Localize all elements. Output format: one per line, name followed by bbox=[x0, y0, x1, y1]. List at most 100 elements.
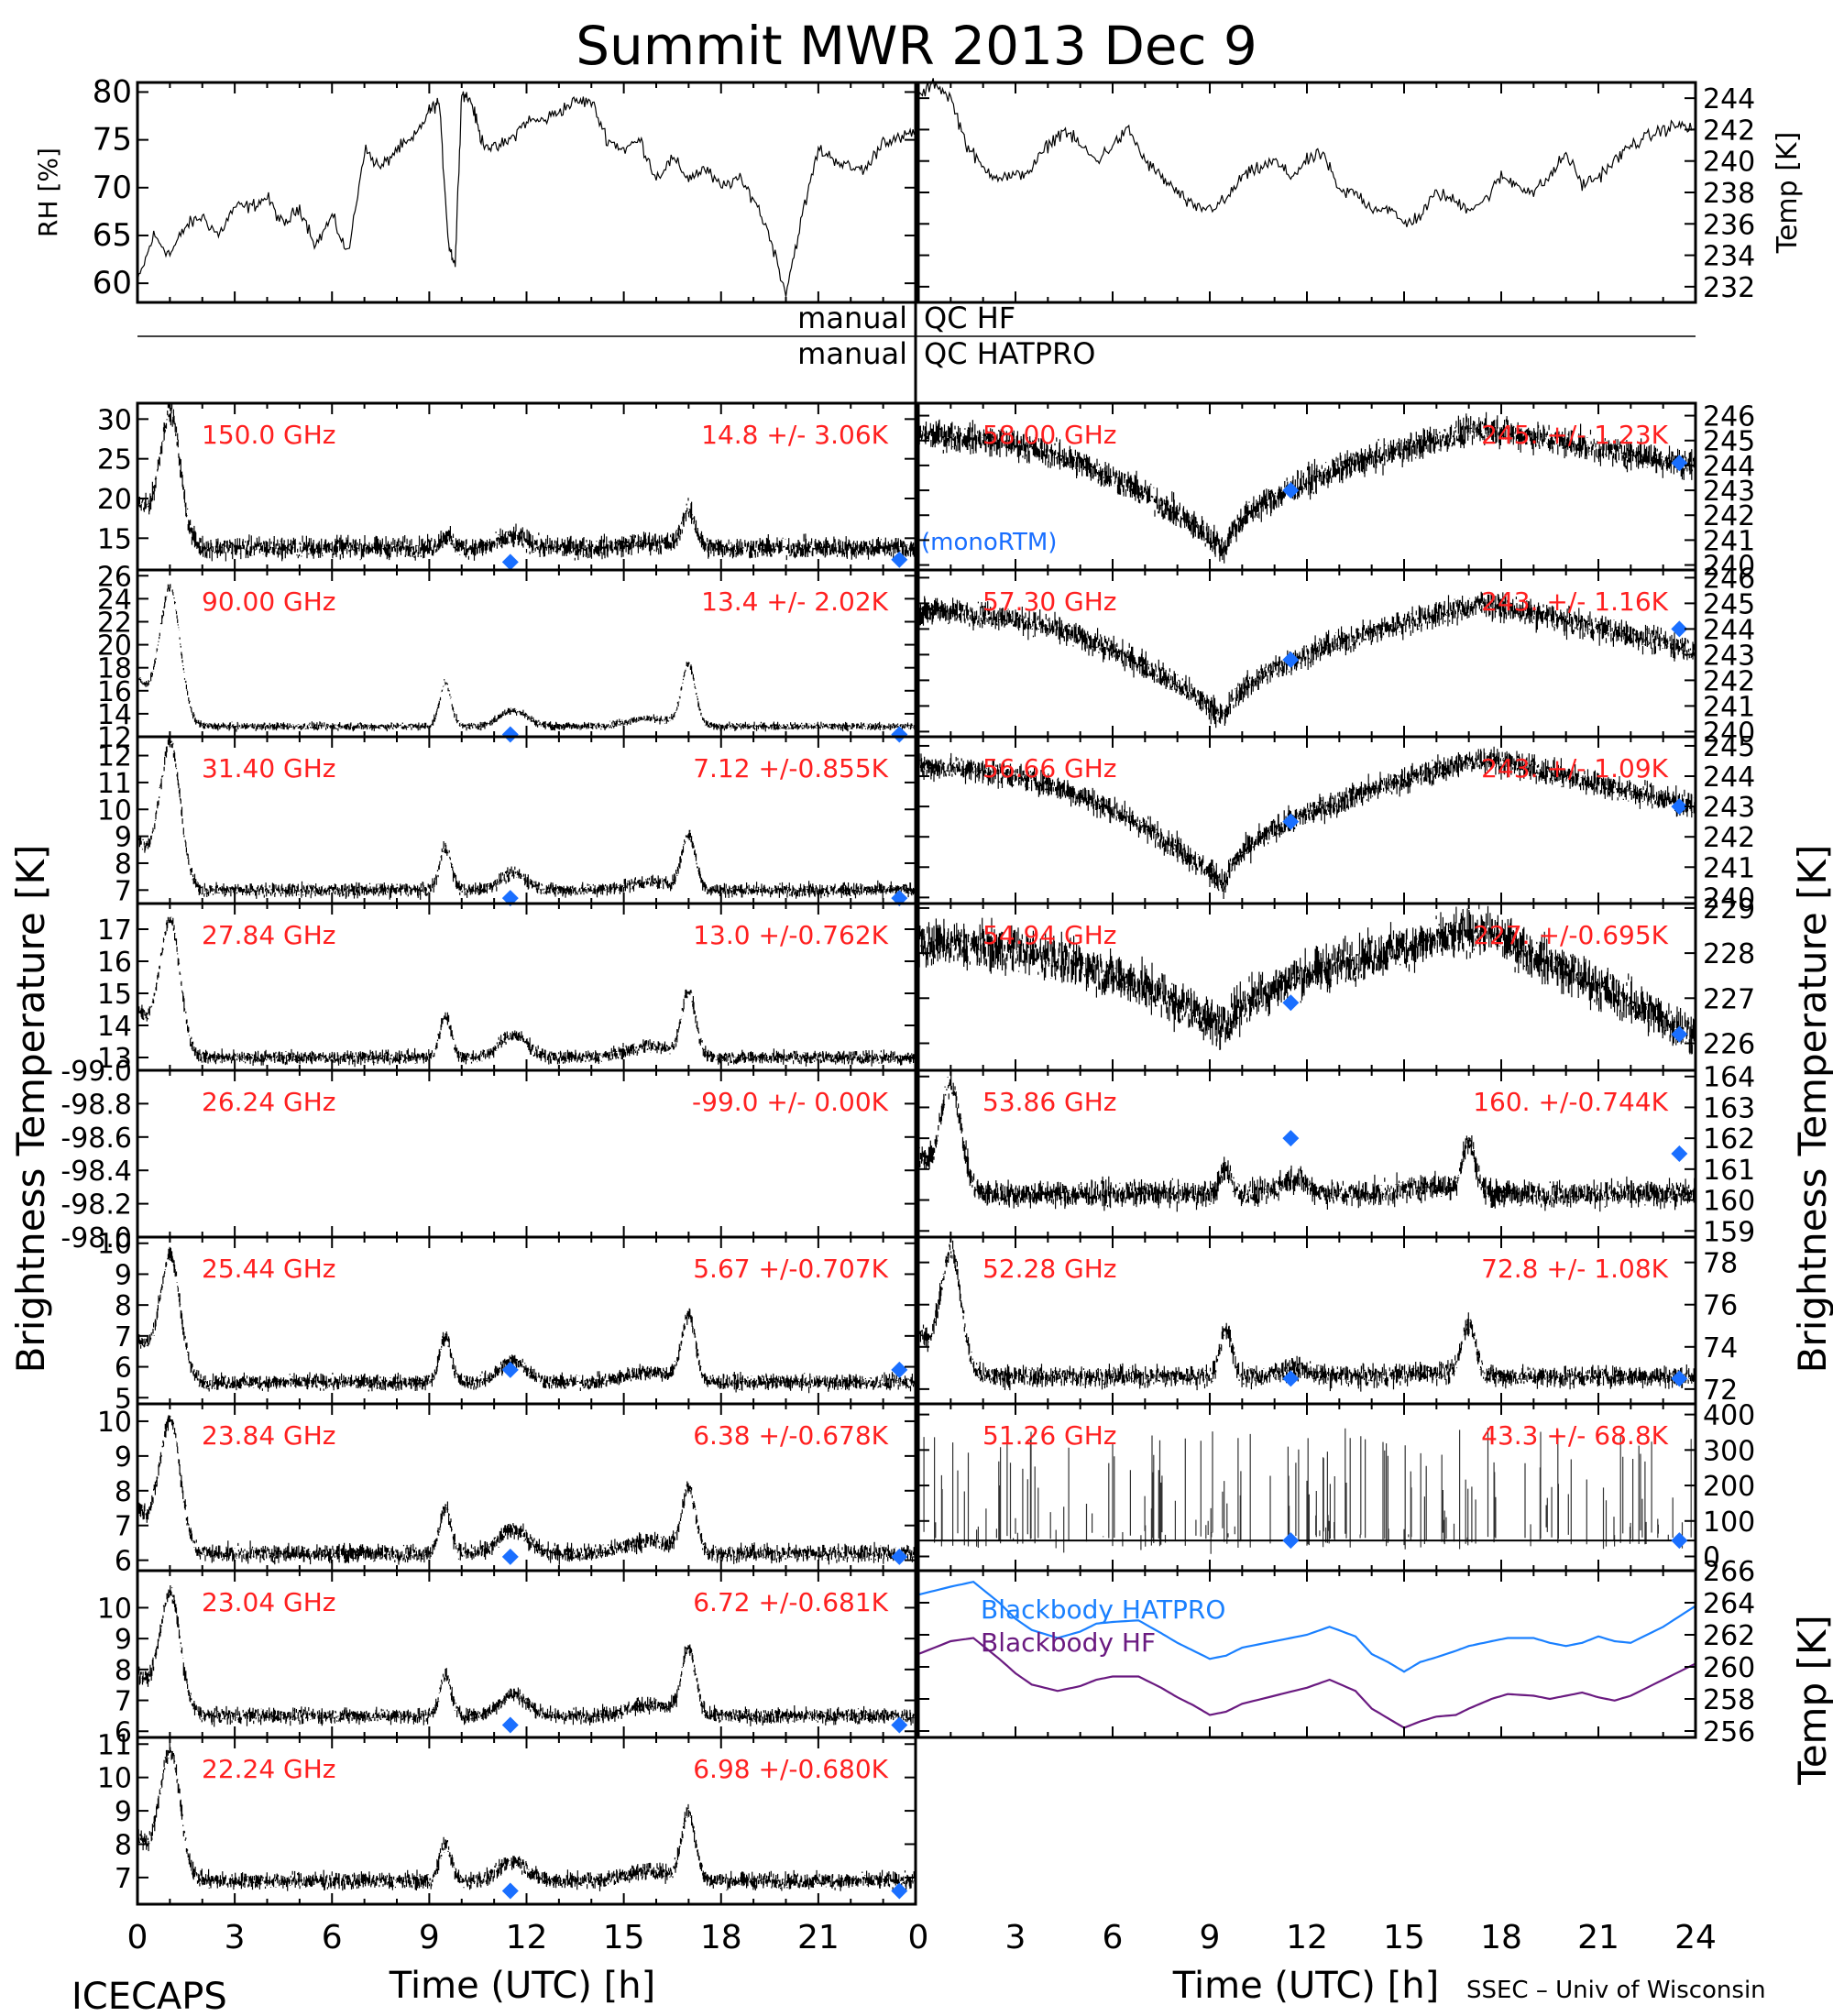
y-tick-label: 5 bbox=[115, 1383, 132, 1415]
y-tick-label: 8 bbox=[115, 1829, 132, 1861]
model-marker bbox=[501, 553, 519, 571]
y-tick-label: 240 bbox=[1703, 882, 1755, 915]
y-tick-label: 242 bbox=[1703, 822, 1755, 854]
freq-label: 31.40 GHz bbox=[202, 753, 336, 783]
y-tick-label: 264 bbox=[1703, 1588, 1755, 1620]
y-tick-label: 7 bbox=[115, 1686, 132, 1718]
stat-label: 14.8 +/- 3.06K bbox=[701, 420, 888, 450]
channel-panel: 72 74 76 78 52.28 GHz 72.8 +/- 1.08K bbox=[916, 1235, 1738, 1407]
y-tick-label: 9 bbox=[115, 1624, 132, 1656]
left-big-ylabel: Brightness Temperature [K] bbox=[8, 845, 53, 1374]
stat-label: 43.3 +/- 68.8K bbox=[1481, 1420, 1668, 1451]
y-tick-label: 242 bbox=[1703, 665, 1755, 697]
channel-panel: 15 20 25 30 150.0 GHz 14.8 +/- 3.06K (monoRTM) bbox=[97, 401, 1057, 572]
y-tick-label: 243 bbox=[1703, 640, 1755, 672]
x-axis-left: 0 3 6 9 12 15 18 21 bbox=[127, 1919, 840, 1956]
y-tick-label: 234 bbox=[1703, 241, 1755, 273]
freq-label: 27.84 GHz bbox=[202, 920, 336, 950]
freq-label: 26.24 GHz bbox=[202, 1087, 336, 1117]
stat-label: 227. +/-0.695K bbox=[1473, 920, 1668, 950]
y-tick-label: 241 bbox=[1703, 525, 1755, 557]
model-marker bbox=[1282, 482, 1300, 499]
freq-label: 53.86 GHz bbox=[982, 1087, 1117, 1117]
y-tick-label: 228 bbox=[1703, 938, 1755, 970]
y-tick-label: 70 bbox=[93, 170, 132, 206]
stat-label: 6.98 +/-0.680K bbox=[693, 1754, 888, 1784]
y-tick-label: 159 bbox=[1703, 1216, 1755, 1248]
x-tick-label: 6 bbox=[1103, 1919, 1124, 1956]
y-tick-label: 65 bbox=[93, 217, 132, 254]
model-marker bbox=[501, 1716, 519, 1734]
y-tick-label: -98.8 bbox=[60, 1089, 132, 1121]
legend-blackbody-hf: Blackbody HF bbox=[981, 1627, 1156, 1658]
y-tick-label: 160 bbox=[1703, 1186, 1755, 1218]
model-legend: (monoRTM) bbox=[921, 529, 1057, 556]
y-tick-label: 9 bbox=[115, 1441, 132, 1474]
qc-hatpro-left-label: manual bbox=[797, 336, 907, 371]
series-line-brightness-temperature bbox=[918, 1070, 1696, 1212]
model-marker bbox=[891, 1361, 908, 1378]
y-tick-label: 20 bbox=[97, 484, 132, 516]
series-line-blackbody-hatpro bbox=[918, 1581, 1696, 1673]
y-tick-label: 10 bbox=[97, 1407, 132, 1439]
model-marker bbox=[891, 1548, 908, 1565]
ssec-label: SSEC – Univ of Wisconsin bbox=[1466, 1977, 1766, 2004]
freq-label: 54.94 GHz bbox=[982, 920, 1117, 950]
y-tick-label: 26 bbox=[97, 561, 132, 593]
x-tick-label: 0 bbox=[908, 1919, 929, 1956]
model-marker bbox=[1282, 1130, 1300, 1147]
stat-label: 6.72 +/-0.681K bbox=[693, 1587, 888, 1617]
y-tick-label: 8 bbox=[115, 1290, 132, 1322]
rh-frame bbox=[136, 81, 917, 304]
freq-label: 52.28 GHz bbox=[982, 1254, 1117, 1284]
y-tick-label: 75 bbox=[93, 122, 132, 159]
x-tick-label: 6 bbox=[322, 1919, 343, 1956]
y-tick-label: 258 bbox=[1703, 1684, 1755, 1716]
y-tick-label: 24 bbox=[97, 584, 132, 616]
y-tick-label: -98.0 bbox=[60, 1222, 132, 1255]
x-tick-label: 21 bbox=[797, 1919, 840, 1956]
freq-label: 57.30 GHz bbox=[982, 586, 1117, 617]
y-tick-label: 15 bbox=[97, 979, 132, 1011]
y-tick-label: 240 bbox=[1703, 147, 1755, 179]
y-tick-label: 30 bbox=[97, 404, 132, 436]
series-line-brightness-temperature bbox=[137, 737, 916, 900]
y-tick-label: 244 bbox=[1703, 451, 1755, 483]
right-big-ylabel: Brightness Temperature [K] bbox=[1790, 845, 1833, 1374]
y-tick-label: 246 bbox=[1703, 563, 1755, 595]
y-tick-label: 300 bbox=[1703, 1435, 1755, 1467]
y-tick-label: 20 bbox=[97, 630, 132, 663]
series-line-brightness-temperature bbox=[918, 591, 1696, 729]
y-tick-label: 78 bbox=[1703, 1248, 1738, 1280]
y-tick-label: 245 bbox=[1703, 588, 1755, 620]
y-tick-label: 9 bbox=[115, 1259, 132, 1291]
y-tick-label: 22 bbox=[97, 607, 132, 639]
freq-label: 90.00 GHz bbox=[202, 586, 336, 617]
icecaps-label: ICECAPS bbox=[71, 1976, 227, 2016]
y-tick-label: 8 bbox=[115, 1476, 132, 1508]
model-marker bbox=[1671, 1145, 1688, 1162]
model-marker bbox=[1671, 620, 1688, 638]
x-axis-right: 0 3 6 9 12 15 18 21 24 bbox=[908, 1919, 1717, 1956]
model-marker bbox=[501, 1548, 519, 1565]
freq-label: 23.84 GHz bbox=[202, 1420, 336, 1451]
legend-blackbody-hatpro: Blackbody HATPRO bbox=[981, 1594, 1225, 1625]
y-tick-label: 241 bbox=[1703, 691, 1755, 723]
y-tick-label: 25 bbox=[97, 444, 132, 477]
y-tick-label: 240 bbox=[1703, 717, 1755, 749]
y-tick-label: 245 bbox=[1703, 731, 1755, 763]
y-tick-label: 161 bbox=[1703, 1155, 1755, 1187]
series-line-brightness-temperature bbox=[137, 1415, 916, 1565]
freq-label: 150.0 GHz bbox=[202, 420, 336, 450]
y-tick-label: 6 bbox=[115, 1353, 132, 1385]
freq-label: 51.26 GHz bbox=[982, 1420, 1117, 1451]
stat-label: 13.0 +/-0.762K bbox=[693, 920, 888, 950]
y-tick-label: 10 bbox=[97, 1763, 132, 1795]
